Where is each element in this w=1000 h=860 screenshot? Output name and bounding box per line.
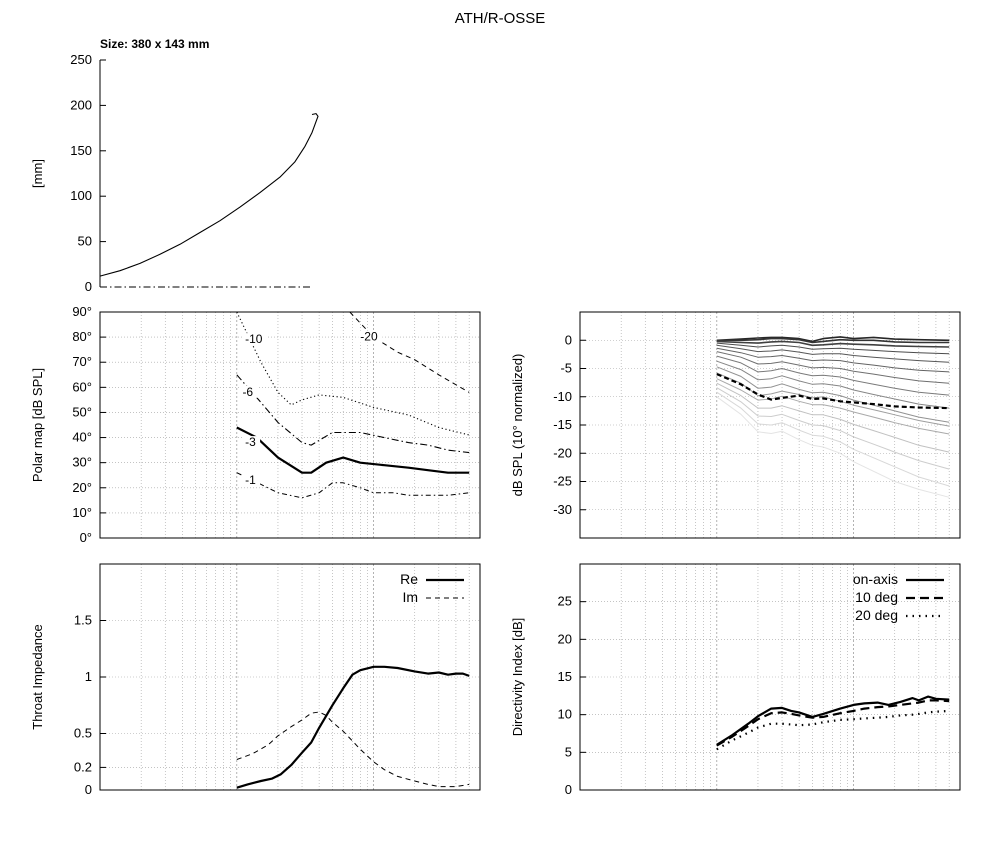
polar-contour-label-bg (240, 385, 258, 398)
di-ytick-label: 10 (558, 707, 572, 722)
profile-ytick-label: 200 (70, 97, 92, 112)
norm-ytick-label: -20 (553, 445, 572, 460)
di-ylabel: Directivity Index [dB] (510, 618, 525, 737)
profile-ytick-label: 100 (70, 188, 92, 203)
norm-series (716, 387, 950, 470)
norm-ytick-label: -10 (553, 389, 572, 404)
di-ytick-label: 15 (558, 669, 572, 684)
norm-series (716, 347, 950, 373)
di-ytick-label: 25 (558, 594, 572, 609)
di-series (716, 709, 950, 751)
norm-series (716, 351, 950, 384)
polar-ytick-label: 10° (72, 505, 92, 520)
norm-series (716, 340, 950, 348)
norm-series-highlight (716, 373, 950, 410)
profile-ytick-label: 250 (70, 52, 92, 67)
imp-legend-label: Im (402, 589, 418, 605)
norm-frame (579, 311, 961, 539)
polar-ytick-label: 40° (72, 430, 92, 445)
polar-contour (349, 312, 470, 393)
profile-ylabel: [mm] (30, 159, 45, 188)
norm-series (716, 355, 950, 396)
polar-contour-label-bg (243, 473, 261, 486)
norm-series (716, 337, 950, 344)
di-legend-label: 20 deg (855, 607, 898, 623)
figure-title: ATH/R-OSSE (455, 10, 546, 27)
polar-ytick-label: 0° (80, 530, 92, 545)
imp-series (236, 711, 470, 788)
polar-ytick-label: 70° (72, 354, 92, 369)
size-label: Size: 380 x 143 mm (100, 37, 209, 51)
polar-contour-label: -1 (245, 473, 256, 487)
polar-contour-label: -10 (245, 332, 263, 346)
norm-ytick-label: -25 (553, 474, 572, 489)
norm-series (716, 342, 950, 355)
polar-ytick-label: 90° (72, 304, 92, 319)
polar-contour (236, 472, 470, 499)
norm-ytick-label: 0 (565, 332, 572, 347)
di-frame (579, 563, 961, 791)
profile-ytick-label: 50 (78, 234, 92, 249)
polar-contours: -1 -3 -6 -10 -20 (236, 312, 470, 499)
norm-series (716, 396, 950, 498)
polar-contour-label-bg (243, 333, 268, 346)
polar-contour (236, 312, 470, 436)
imp-frame (99, 563, 481, 791)
di-legend-label: on-axis (853, 571, 898, 587)
imp-ytick-label: 0.5 (74, 726, 92, 741)
norm-ytick-label: -5 (560, 361, 572, 376)
di-ytick-label: 5 (565, 744, 572, 759)
polar-ylabel: Polar map [dB SPL] (30, 368, 45, 482)
polar-ytick-label: 50° (72, 404, 92, 419)
polar-contour-label: -6 (242, 385, 253, 399)
di-ytick-label: 20 (558, 631, 572, 646)
polar-contour-label-bg (358, 330, 383, 343)
norm-series (716, 344, 950, 363)
norm-ytick-label: -15 (553, 417, 572, 432)
directivity-index-chart: 0 5 10 15 20 25 Directivity Index [dB] on-axis 1… (510, 563, 961, 797)
polar-map-chart: 0° 10° 20° 30° 40° 50° 60° 70° 80° 90° Polar map [… (30, 304, 481, 545)
polar-contour-label: -20 (360, 330, 378, 344)
norm-series (716, 382, 950, 453)
profile-ytick-label: 0 (85, 279, 92, 294)
imp-series (236, 665, 470, 789)
imp-ytick-label: 0.2 (74, 759, 92, 774)
polar-ytick-label: 30° (72, 455, 92, 470)
imp-legend-label: Re (400, 571, 418, 587)
polar-contour (236, 374, 470, 454)
di-legend-label: 10 deg (855, 589, 898, 605)
norm-series (716, 378, 950, 435)
polar-contour (236, 426, 470, 474)
norm-ytick-label: -30 (553, 502, 572, 517)
norm-series (716, 360, 950, 409)
polar-contour-label: -3 (245, 435, 256, 449)
norm-series (716, 336, 950, 343)
norm-series (716, 391, 950, 487)
profile-line (99, 113, 319, 277)
profile-ytick-label: 150 (70, 143, 92, 158)
norm-series (716, 366, 950, 423)
di-series (716, 695, 950, 746)
di-series (716, 699, 950, 747)
imp-ytick-label: 1 (85, 669, 92, 684)
norm-ylabel: dB SPL (10° normalized) (510, 354, 525, 497)
imp-ylabel: Throat Impedance (30, 624, 45, 730)
imp-ytick-label: 0 (85, 782, 92, 797)
throat-impedance-chart: 0 0.2 0.5 1 1.5 Throat Impedance Re Im (30, 563, 481, 797)
polar-ytick-label: 20° (72, 480, 92, 495)
polar-ytick-label: 80° (72, 329, 92, 344)
imp-ytick-label: 1.5 (74, 613, 92, 628)
polar-frame (99, 311, 481, 539)
polar-contour-label-bg (243, 436, 261, 449)
polar-ytick-label: 60° (72, 379, 92, 394)
di-ytick-label: 0 (565, 782, 572, 797)
profile-chart: 0 50 100 150 200 250 [mm] (30, 52, 319, 294)
normalized-spl-chart: -30 -25 -20 -15 -10 -5 0 dB SPL (10° normalized… (510, 311, 961, 539)
